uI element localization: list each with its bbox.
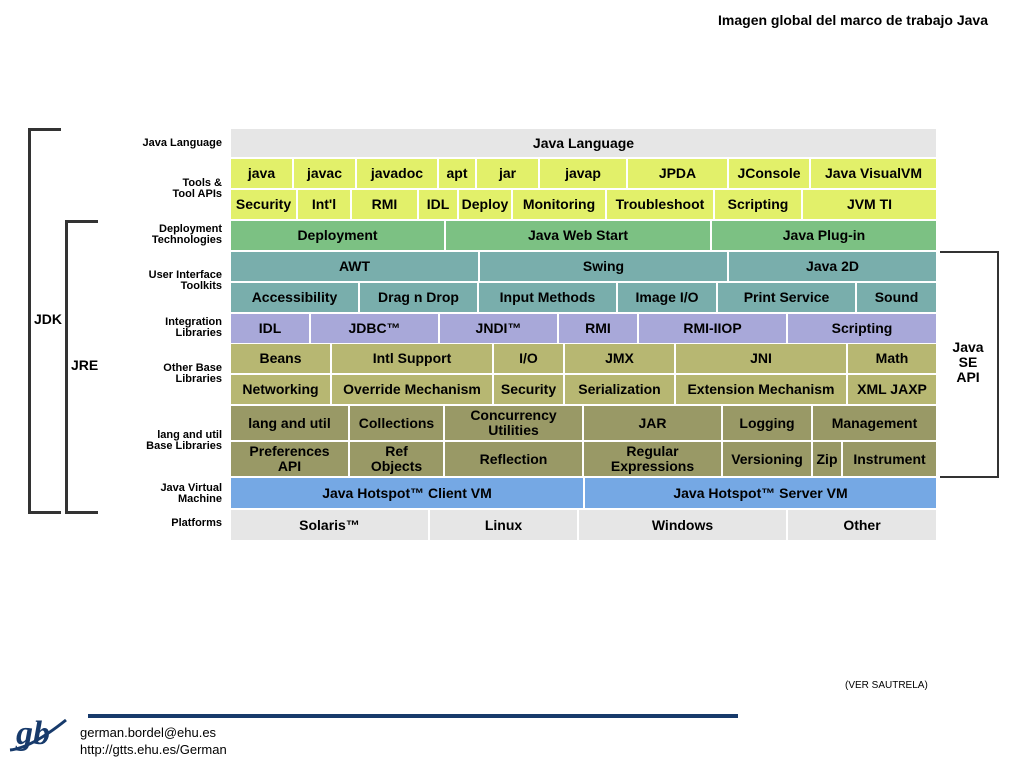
component-regular-expressions: Regular Expressions <box>583 441 722 477</box>
component-java-language: Java Language <box>230 128 937 158</box>
component-grid: Java Language java javac javadoc apt jar javap… <box>230 128 937 541</box>
component-java-visualvm: Java VisualVM <box>810 158 937 189</box>
component-beans: Beans <box>230 343 331 374</box>
component-java-plug-in: Java Plug-in <box>711 220 937 251</box>
component-image-i-o: Image I/O <box>617 282 717 313</box>
component-preferences-api: Preferences API <box>230 441 349 477</box>
component-swing: Swing <box>479 251 728 282</box>
jre-bracket <box>65 220 98 514</box>
component-rmi: RMI <box>558 313 638 344</box>
component-solaris: Solaris™ <box>230 509 429 541</box>
component-jmx: JMX <box>564 343 675 374</box>
row-label-platforms: Platforms <box>171 517 222 529</box>
component-troubleshoot: Troubleshoot <box>606 189 714 220</box>
component-print-service: Print Service <box>717 282 856 313</box>
component-logging: Logging <box>722 405 812 441</box>
component-jvm-ti: JVM TI <box>802 189 937 220</box>
row-label-ui-toolkits: User Interface Toolkits <box>148 269 222 292</box>
component-idl: IDL <box>418 189 458 220</box>
component-extension-mechanism: Extension Mechanism <box>675 374 847 405</box>
component-jdbc: JDBC™ <box>310 313 439 344</box>
component-accessibility: Accessibility <box>230 282 359 313</box>
component-windows: Windows <box>578 509 787 541</box>
component-int-l: Int'l <box>297 189 351 220</box>
component-management: Management <box>812 405 937 441</box>
component-intl-support: Intl Support <box>331 343 493 374</box>
row-label-jvm: Java Virtual Machine <box>160 482 222 505</box>
component-jndi: JNDI™ <box>439 313 558 344</box>
java-se-api-bracket <box>940 251 999 478</box>
component-javadoc: javadoc <box>356 158 438 189</box>
component-xml-jaxp: XML JAXP <box>847 374 937 405</box>
component-java-hotspot-server-vm: Java Hotspot™ Server VM <box>584 477 937 509</box>
footer-contact: german.bordel@ehu.es http://gtts.ehu.es/… <box>80 724 227 758</box>
component-sound: Sound <box>856 282 937 313</box>
component-apt: apt <box>438 158 476 189</box>
row-label-integration: Integration Libraries <box>165 316 222 339</box>
component-monitoring: Monitoring <box>512 189 606 220</box>
component-awt: AWT <box>230 251 479 282</box>
java-se-api-label: Java SE API <box>952 339 984 385</box>
component-scripting: Scripting <box>714 189 802 220</box>
component-ref-objects: Ref Objects <box>349 441 444 477</box>
row-label-lang-util: lang and util Base Libraries <box>146 429 222 452</box>
component-jar: jar <box>476 158 539 189</box>
component-math: Math <box>847 343 937 374</box>
jdk-bracket <box>28 128 61 514</box>
component-concurrency-utilities: Concurrency Utilities <box>444 405 583 441</box>
component-collections: Collections <box>349 405 444 441</box>
component-java-2d: Java 2D <box>728 251 937 282</box>
component-versioning: Versioning <box>722 441 812 477</box>
row-label-tools: Tools & Tool APIs <box>172 177 223 200</box>
component-java: java <box>230 158 293 189</box>
component-jar: JAR <box>583 405 722 441</box>
footer-email[interactable]: german.bordel@ehu.es <box>80 725 217 740</box>
footer-url[interactable]: http://gtts.ehu.es/German <box>80 742 227 757</box>
component-idl: IDL <box>230 313 310 344</box>
component-deploy: Deploy <box>458 189 512 220</box>
component-security: Security <box>230 189 297 220</box>
component-security: Security <box>493 374 564 405</box>
component-reflection: Reflection <box>444 441 583 477</box>
component-java-hotspot-client-vm: Java Hotspot™ Client VM <box>230 477 584 509</box>
component-scripting: Scripting <box>787 313 937 344</box>
component-rmi-iiop: RMI-IIOP <box>638 313 787 344</box>
component-other: Other <box>787 509 937 541</box>
footer-note: (VER SAUTRELA) <box>845 680 928 691</box>
component-serialization: Serialization <box>564 374 675 405</box>
component-input-methods: Input Methods <box>478 282 617 313</box>
gb-logo: gb <box>9 715 67 752</box>
svg-text:gb: gb <box>15 715 50 752</box>
component-instrument: Instrument <box>842 441 937 477</box>
jdk-label: JDK <box>34 311 63 327</box>
component-rmi: RMI <box>351 189 418 220</box>
component-jni: JNI <box>675 343 847 374</box>
component-drag-n-drop: Drag n Drop <box>359 282 478 313</box>
component-javac: javac <box>293 158 356 189</box>
component-javap: javap <box>539 158 627 189</box>
row-label-deployment: Deployment Technologies <box>151 223 222 246</box>
component-jpda: JPDA <box>627 158 728 189</box>
component-networking: Networking <box>230 374 331 405</box>
row-label-java-language: Java Language <box>142 137 222 149</box>
component-deployment: Deployment <box>230 220 445 251</box>
component-java-web-start: Java Web Start <box>445 220 711 251</box>
component-linux: Linux <box>429 509 578 541</box>
component-jconsole: JConsole <box>728 158 810 189</box>
footer-divider <box>88 714 738 718</box>
component-lang-and-util: lang and util <box>230 405 349 441</box>
page-title: Imagen global del marco de trabajo Java <box>718 12 988 28</box>
component-i-o: I/O <box>493 343 564 374</box>
component-override-mechanism: Override Mechanism <box>331 374 493 405</box>
component-zip: Zip <box>812 441 842 477</box>
row-label-other-base: Other Base Libraries <box>163 362 222 385</box>
jre-label: JRE <box>71 357 99 373</box>
